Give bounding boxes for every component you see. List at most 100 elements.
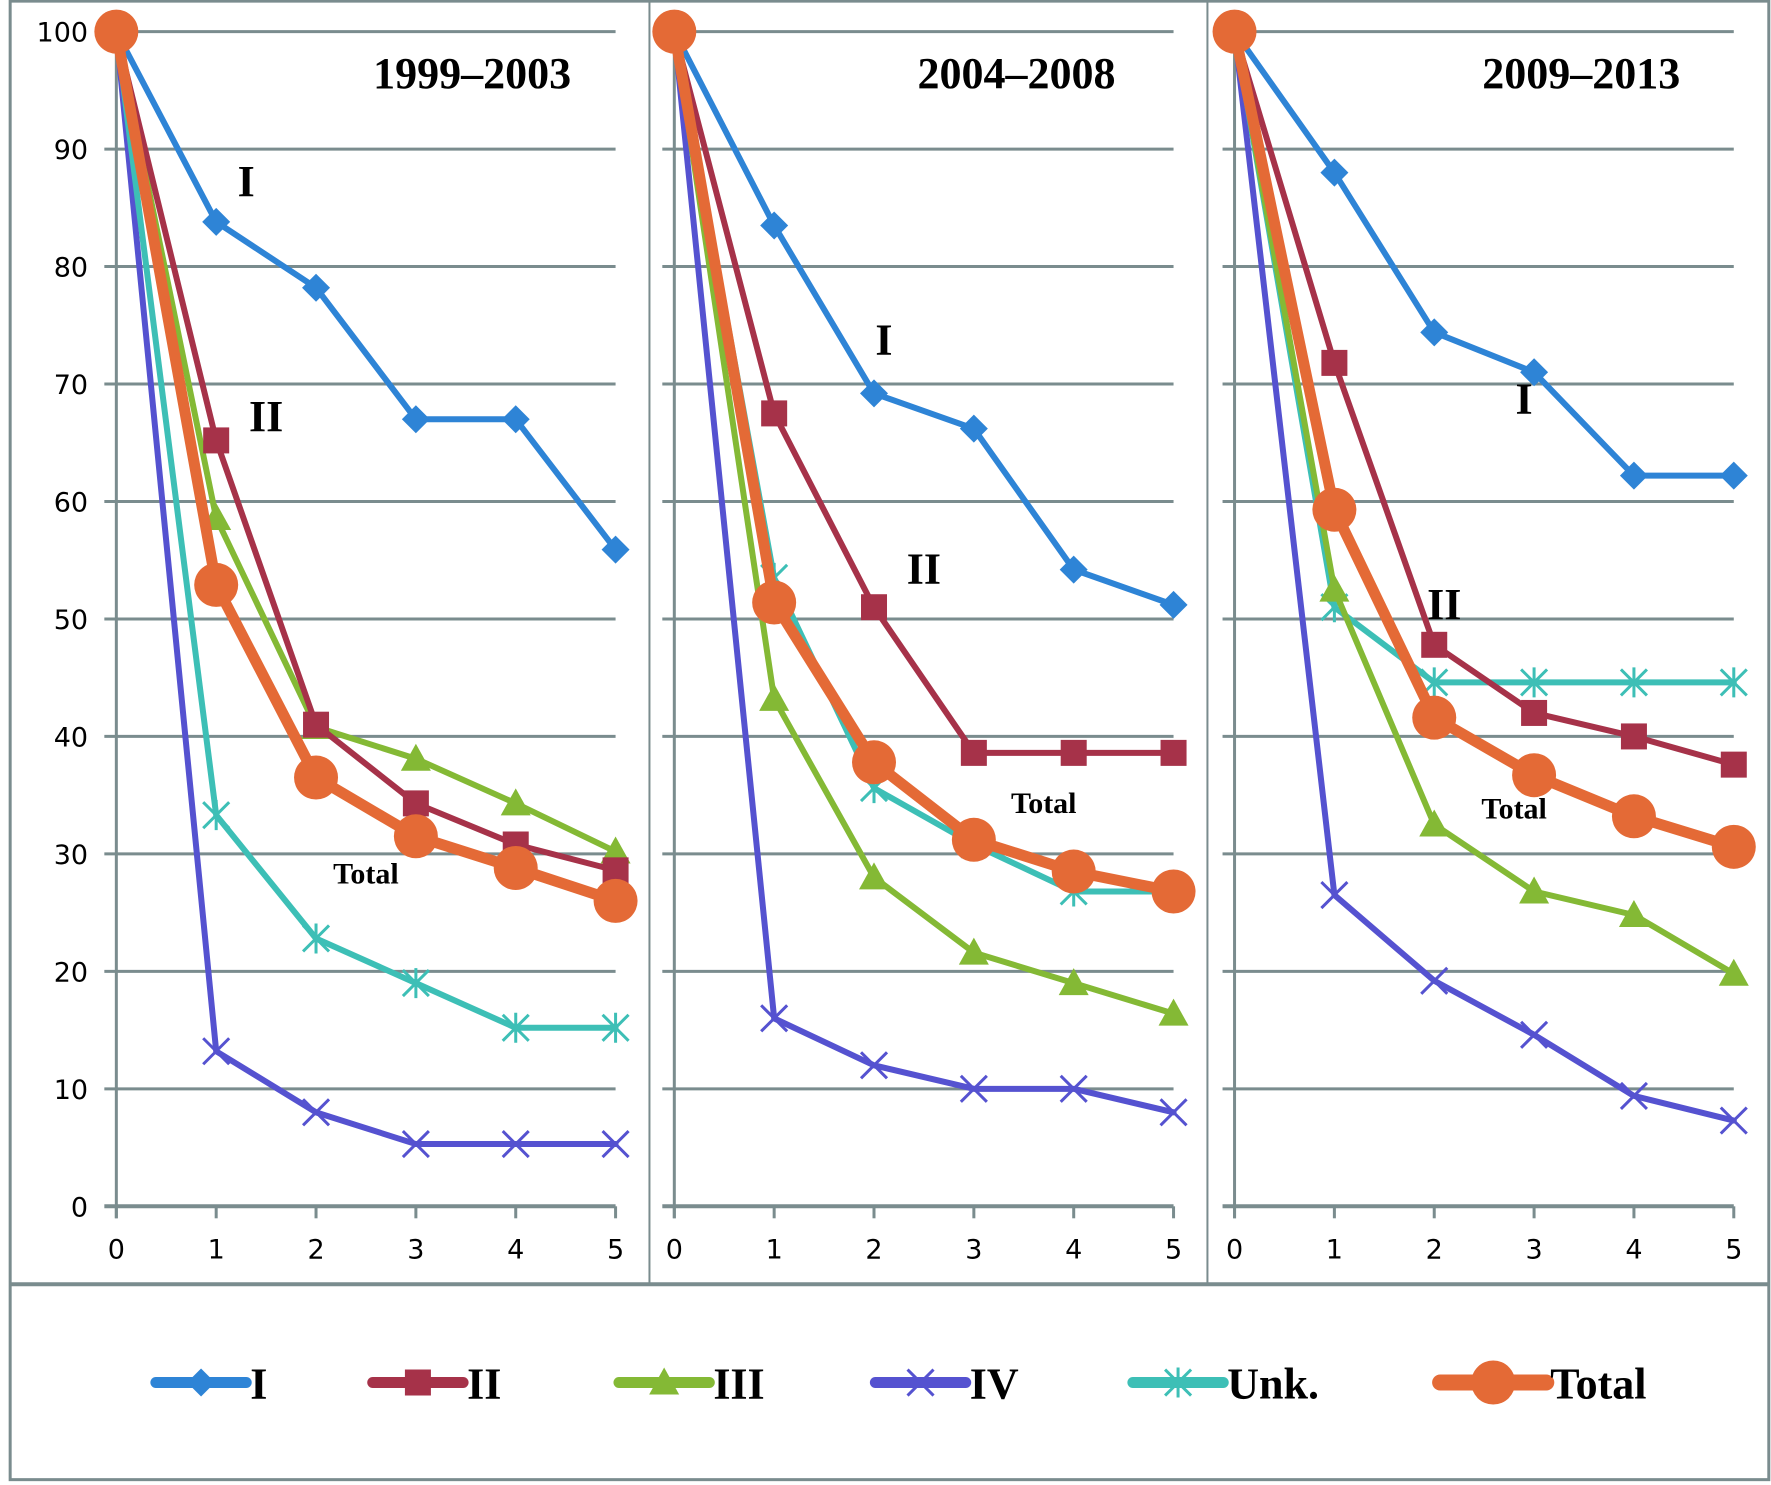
series-line (1231, 28, 1737, 768)
data-point (1512, 753, 1557, 798)
data-point (761, 400, 788, 427)
data-point (1618, 899, 1649, 927)
legend-label: III (713, 1360, 764, 1409)
y-tick-label: 100 (37, 18, 89, 49)
data-point (203, 427, 230, 454)
data-point (402, 790, 429, 817)
panel-title: 1999–2003 (373, 49, 571, 98)
data-point (960, 739, 987, 766)
annotation-label: Total (1481, 793, 1547, 826)
series-total (652, 9, 1196, 914)
data-point (1212, 9, 1257, 54)
data-point (852, 740, 897, 785)
outer-border (8, 0, 1771, 1482)
data-point (861, 594, 888, 621)
data-point (202, 1037, 231, 1066)
series-line (671, 28, 1177, 608)
legend-item-iv: IV (869, 1360, 1019, 1409)
data-point (1619, 667, 1648, 698)
x-tick-label: 4 (507, 1234, 524, 1265)
data-point (600, 836, 631, 864)
legend-item-i: I (150, 1360, 267, 1409)
data-point (760, 1004, 789, 1033)
y-tick-label: 0 (71, 1192, 88, 1223)
data-point (303, 711, 330, 738)
series-line (1231, 28, 1737, 1124)
panel-title: 2004–2008 (918, 49, 1116, 98)
series-line (113, 28, 619, 874)
annotation-label: II (1427, 580, 1461, 629)
series-total (94, 9, 638, 923)
data-point (959, 1074, 988, 1103)
x-tick-label: 4 (1065, 1234, 1082, 1265)
data-point (1058, 968, 1089, 996)
data-point (1320, 880, 1349, 910)
data-point (759, 683, 790, 711)
series-line (671, 28, 1177, 1017)
data-point (1320, 158, 1349, 187)
data-point (501, 1129, 530, 1159)
data-point (1719, 461, 1748, 490)
data-point (294, 755, 339, 800)
series-unk (102, 16, 630, 1043)
x-tick-label: 5 (607, 1234, 624, 1265)
x-tick-label: 5 (1165, 1234, 1182, 1265)
annotation-label: I (875, 316, 892, 365)
data-point (860, 379, 889, 408)
annotation-label: Total (1011, 787, 1077, 820)
legend-marker (1164, 1367, 1193, 1398)
y-tick-label: 50 (54, 605, 88, 636)
data-point (951, 817, 996, 862)
series-line (113, 28, 619, 1031)
data-point (959, 414, 988, 443)
y-tick-label: 60 (54, 487, 88, 518)
series-total (1212, 9, 1756, 869)
data-point (1611, 794, 1656, 839)
data-point (1159, 1098, 1188, 1127)
data-point (1718, 958, 1749, 986)
data-point (1619, 461, 1648, 490)
legend-marker (404, 1369, 431, 1396)
data-point (202, 207, 231, 236)
series-iv (1220, 17, 1748, 1135)
data-point (1158, 998, 1189, 1026)
data-point (94, 9, 139, 54)
data-point (1619, 1081, 1648, 1110)
legend-marker (906, 1368, 935, 1397)
series-iv (102, 17, 630, 1159)
x-tick-label: 3 (1525, 1234, 1542, 1265)
x-tick-label: 0 (1226, 1234, 1243, 1265)
legend: I II III IV Unk. Total (150, 1360, 1646, 1409)
panel-title: 2009–2013 (1482, 49, 1680, 98)
y-tick-label: 80 (54, 253, 88, 284)
data-point (601, 1012, 630, 1043)
y-tick-label: 70 (54, 370, 88, 401)
data-point (301, 1098, 331, 1127)
x-tick-label: 1 (766, 1234, 783, 1265)
data-point (1159, 590, 1188, 619)
series-line (671, 28, 1177, 1116)
legend-label: Unk. (1227, 1360, 1319, 1409)
panels: 0 1 2 3 4 501020304050607080901001999–2003III… (37, 9, 1756, 1265)
panel-1: 0 1 2 3 4 501020304050607080901001999–2003III… (37, 9, 638, 1265)
data-point (393, 814, 438, 859)
data-point (1421, 631, 1448, 658)
data-point (1319, 574, 1350, 602)
data-point (1719, 1106, 1748, 1135)
x-tick-label: 2 (1426, 1234, 1443, 1265)
data-point (493, 845, 538, 890)
data-point (1620, 723, 1647, 750)
y-tick-label: 10 (54, 1075, 88, 1106)
x-tick-label: 3 (407, 1234, 424, 1265)
series-i (102, 17, 630, 564)
data-point (1420, 318, 1449, 347)
data-point (1060, 739, 1087, 766)
data-point (1520, 358, 1549, 387)
data-point (500, 788, 531, 816)
data-point (1412, 695, 1457, 740)
data-point (859, 1051, 889, 1080)
data-point (1420, 966, 1449, 995)
data-point (194, 562, 239, 607)
